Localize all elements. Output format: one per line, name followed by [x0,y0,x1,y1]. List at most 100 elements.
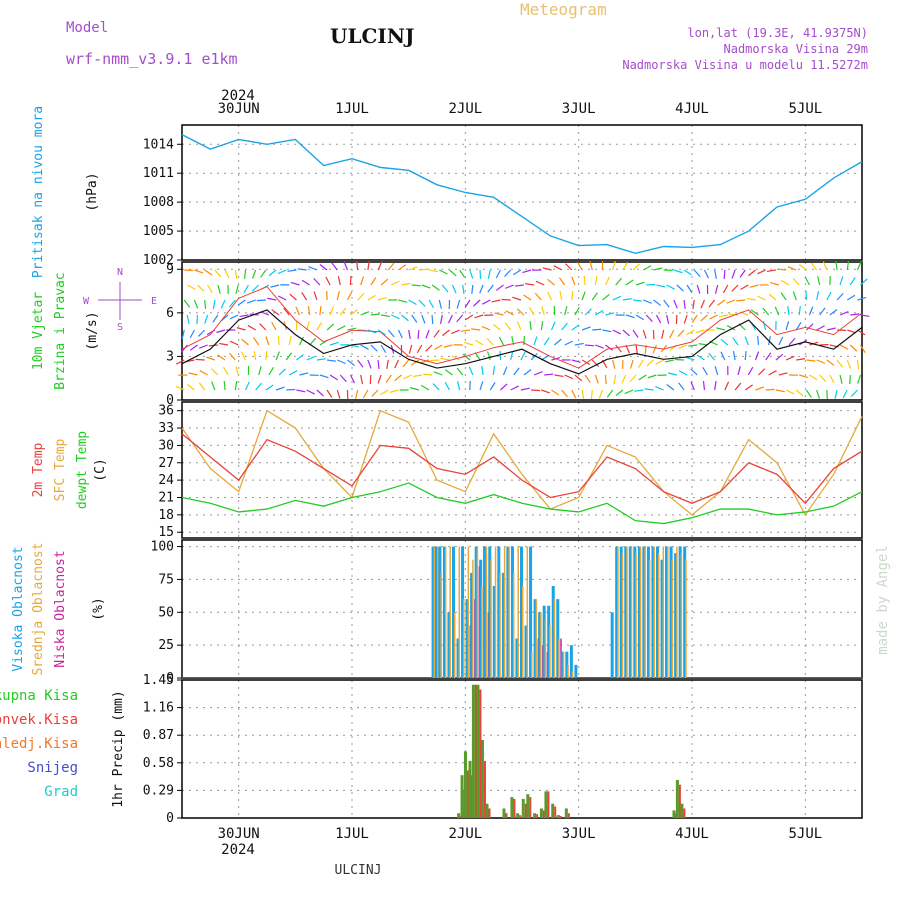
cloud-bar-mid-12 [485,546,488,678]
wind-arrow-559 [817,276,821,286]
xtick-top-label-4: 4JUL [675,101,709,117]
wind-arrow-276 [486,351,491,361]
cloud-bar-mid-54 [676,546,678,678]
wind-arrow-324 [542,267,552,271]
wind-arrow-282 [494,312,504,316]
wind-arrow-354 [584,308,592,316]
wind-arrow-156 [360,311,370,316]
wind-arrow-314 [531,389,541,392]
wind-arrow-404 [624,389,634,395]
wind-arrow-29 [212,299,216,309]
wind-arrow-552 [808,306,814,316]
wind-arrow-347 [574,342,584,346]
cloud-bar-high-3 [442,546,446,678]
wind-arrow-137 [336,291,340,301]
ylabel-cloud-unit: (%) [91,597,106,620]
wind-arrow-485 [724,381,730,391]
wind-arrow-395 [615,389,624,397]
wind-arrow-81 [268,269,277,277]
wind-arrow-284 [498,336,504,346]
wind-arrow-197 [389,389,399,393]
wind-arrow-341 [561,389,568,398]
wind-arrow-331 [554,374,564,378]
wind-arrow-299 [512,296,522,301]
wind-arrow-58 [236,327,246,331]
wind-arrow-113 [309,337,317,346]
cloud-bar-high-20 [520,546,523,678]
wind-arrow-407 [643,299,652,304]
wind-arrow-467 [702,380,706,391]
wind-arrow-242 [444,381,450,391]
wind-arrow-377 [598,389,604,399]
compass-label-s: S [117,322,123,333]
wind-arrow-8 [175,385,185,391]
precip-legend-0: Ukupna Kisa [0,688,78,704]
wind-arrow-277 [492,365,496,376]
wind-arrow-80 [265,384,274,391]
cloud-bar-mid-50 [658,553,660,678]
wind-arrow-219 [431,314,434,325]
wind-arrow-161 [354,389,359,399]
wind-arrow-131 [329,341,339,346]
ytick-label-pressure-0: 1002 [143,253,174,268]
wind-arrow-33 [206,356,216,361]
wind-arrow-111 [307,306,311,316]
wind-arrow-396 [632,263,641,271]
wind-arrow-218 [428,299,435,309]
wind-arrow-279 [495,269,501,279]
wind-arrow-516 [762,307,770,316]
model-label: Model [66,20,109,36]
precip-total-bar-6 [480,739,484,818]
ytick-label-temperature-1: 18 [158,508,174,523]
ytick-label-pressure-2: 1008 [143,195,174,210]
wind-arrow-123 [316,358,326,361]
wind-arrow-211 [417,329,420,340]
cloud-bar-mid-49 [653,546,655,678]
wind-arrow-286 [502,366,508,376]
xtick-top-label-0: 30JUN [218,101,260,117]
wind-arrow-141 [337,359,346,365]
wind-arrow-40 [216,329,226,333]
precip-conv-bar-4 [474,684,477,818]
wind-arrow-223 [423,373,433,376]
wind-arrow-74 [256,299,266,302]
wind-arrow-212 [416,344,423,354]
wind-arrow-189 [398,264,407,271]
wind-arrow-109 [301,279,310,286]
wind-arrow-214 [412,374,422,378]
wind-arrow-132 [326,359,337,362]
ylabel-wind-unit: (m/s) [85,311,100,350]
wind-arrow-310 [529,320,532,331]
wind-arrow-588 [850,313,860,316]
wind-arrow-602 [850,389,858,397]
wind-arrow-249 [451,355,460,361]
wind-arrow-316 [535,280,545,286]
wind-arrow-454 [686,329,695,336]
wind-arrow-50 [229,340,239,346]
wind-arrow-130 [326,323,335,331]
wind-arrow-102 [295,306,301,316]
ytick-label-wind-3: 9 [166,262,174,277]
wind-arrow-215 [410,387,420,391]
wind-arrow-18 [204,269,213,276]
wind-arrow-600 [856,359,860,370]
ytick-label-wind-0: 0 [166,393,174,408]
wind-arrow-343 [571,276,576,286]
cloud-bar-high-23 [533,599,537,678]
precip-total-bar-0 [457,813,461,818]
precip-conv-bar-5 [479,689,482,818]
cloud-bar-high-7 [461,546,465,678]
wind-arrow-376 [604,374,607,385]
wind-arrow-512 [755,386,765,391]
wind-arrow-239 [443,344,453,348]
precip-total-bar-12 [526,794,530,818]
wind-arrow-154 [360,276,365,286]
wind-arrow-2 [183,299,191,308]
precip-total-bar-13 [533,813,537,818]
wind-arrow-443 [683,299,686,310]
wind-arrow-304 [523,369,532,376]
wind-arrow-291 [505,310,514,316]
precip-total-bar-15 [544,791,548,818]
wind-arrow-453 [691,314,698,323]
wind-arrow-232 [433,371,443,376]
